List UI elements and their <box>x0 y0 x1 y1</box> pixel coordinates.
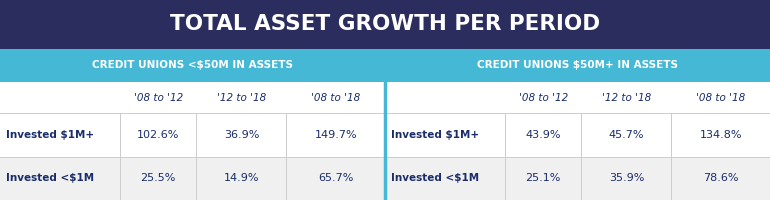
Text: '08 to '18: '08 to '18 <box>311 92 360 103</box>
Text: CREDIT UNIONS <$50M IN ASSETS: CREDIT UNIONS <$50M IN ASSETS <box>92 60 293 71</box>
Text: Invested $1M+: Invested $1M+ <box>6 130 94 140</box>
Text: '12 to '18: '12 to '18 <box>602 92 651 103</box>
Text: 78.6%: 78.6% <box>703 173 738 183</box>
Text: 14.9%: 14.9% <box>223 173 259 183</box>
Text: 43.9%: 43.9% <box>525 130 561 140</box>
Bar <box>0 82 770 113</box>
Bar <box>0 113 770 157</box>
Text: '08 to '12: '08 to '12 <box>134 92 182 103</box>
Text: '08 to '18: '08 to '18 <box>696 92 745 103</box>
Text: 102.6%: 102.6% <box>137 130 179 140</box>
Text: 149.7%: 149.7% <box>314 130 357 140</box>
Text: Invested <$1M: Invested <$1M <box>6 173 94 183</box>
Text: 65.7%: 65.7% <box>318 173 353 183</box>
Bar <box>0 157 770 200</box>
Text: CREDIT UNIONS $50M+ IN ASSETS: CREDIT UNIONS $50M+ IN ASSETS <box>477 60 678 71</box>
Text: 25.5%: 25.5% <box>141 173 176 183</box>
Text: '12 to '18: '12 to '18 <box>217 92 266 103</box>
Bar <box>0 49 770 82</box>
Text: Invested <$1M: Invested <$1M <box>391 173 479 183</box>
Bar <box>0 0 770 49</box>
Text: 25.1%: 25.1% <box>526 173 561 183</box>
Text: 36.9%: 36.9% <box>224 130 259 140</box>
Text: 35.9%: 35.9% <box>609 173 644 183</box>
Text: '08 to '12: '08 to '12 <box>519 92 567 103</box>
Text: Invested $1M+: Invested $1M+ <box>391 130 479 140</box>
Text: TOTAL ASSET GROWTH PER PERIOD: TOTAL ASSET GROWTH PER PERIOD <box>170 15 600 34</box>
Text: 134.8%: 134.8% <box>699 130 742 140</box>
Text: 45.7%: 45.7% <box>608 130 644 140</box>
